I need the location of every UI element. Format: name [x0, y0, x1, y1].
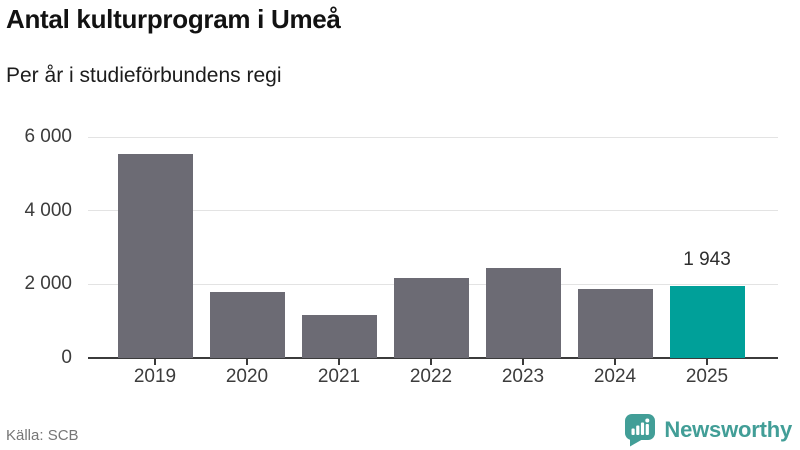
bar-2023	[485, 267, 561, 358]
x-axis-tick-2019	[154, 359, 156, 365]
newsworthy-wordmark: Newsworthy	[664, 417, 792, 442]
bar-2019	[117, 153, 193, 358]
y-axis-label-4000: 4 000	[24, 199, 72, 221]
bar-2021	[301, 315, 377, 358]
x-axis-label-2022: 2022	[409, 366, 453, 387]
y-axis-label-0: 0	[61, 347, 72, 368]
x-axis-tick-2025	[706, 359, 708, 365]
x-axis-tick-2022	[430, 359, 432, 365]
x-axis-label-2024: 2024	[593, 366, 637, 387]
y-axis-label-6000: 6 000	[24, 126, 72, 147]
chart-title: Antal kulturprogram i Umeå	[6, 4, 341, 34]
newsworthy-bubble-icon	[625, 414, 656, 447]
bar-2020	[209, 292, 285, 358]
x-axis-line	[88, 357, 778, 359]
newsworthy-logo[interactable]: Newsworthy	[624, 412, 792, 448]
gridline-4000	[88, 210, 778, 212]
gridline-6000	[88, 136, 778, 138]
x-axis-tick-2021	[338, 359, 340, 365]
bar-2022	[393, 278, 469, 358]
x-axis-label-2021: 2021	[317, 366, 361, 387]
chart-subtitle: Per år i studieförbundens regi	[6, 64, 282, 87]
source-note: Källa: SCB	[6, 427, 79, 444]
bar-2025	[669, 286, 745, 358]
bar-value-label-2025: 1 943	[683, 249, 731, 271]
x-axis-tick-2024	[614, 359, 616, 365]
x-axis-label-2023: 2023	[501, 366, 545, 387]
x-axis-label-2019: 2019	[133, 366, 177, 387]
bar-2024	[577, 289, 653, 358]
x-axis-tick-2020	[246, 359, 248, 365]
x-axis-label-2020: 2020	[225, 366, 269, 387]
x-axis-label-2025: 2025	[685, 366, 729, 387]
x-axis-tick-2023	[522, 359, 524, 365]
y-axis-label-2000: 2 000	[24, 273, 72, 295]
